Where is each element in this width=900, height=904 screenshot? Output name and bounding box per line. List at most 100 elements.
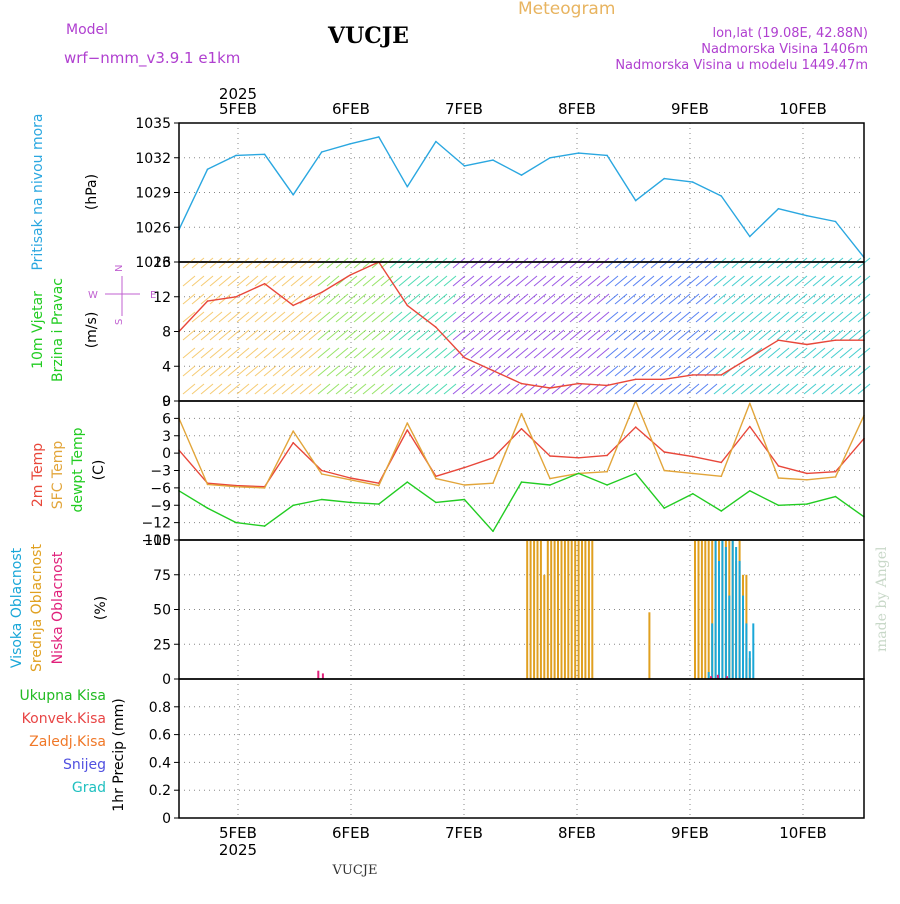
wind-barb <box>263 257 277 269</box>
wind-barb <box>191 275 205 287</box>
wind-barb <box>560 293 574 305</box>
wind-barb <box>596 365 610 377</box>
panel-frame <box>178 539 865 680</box>
series-point <box>834 339 837 342</box>
wind-barb <box>587 275 601 287</box>
cloud-bar <box>721 540 724 679</box>
series-point <box>834 495 837 498</box>
wind-barb <box>425 329 439 341</box>
panel-wind: 16 12 8 4 0 <box>153 255 871 410</box>
series-point <box>492 159 494 161</box>
wind-barb <box>479 329 493 341</box>
wind-barb <box>182 383 196 395</box>
wind-barb <box>227 383 241 395</box>
wind-barb <box>353 311 367 323</box>
wind-barb <box>587 329 601 341</box>
wind-barb <box>218 383 232 395</box>
wind-barb <box>380 383 394 395</box>
wind-barb <box>317 329 331 341</box>
cloud-bar <box>546 540 549 679</box>
top-day-label: 8FEB <box>558 100 596 118</box>
wind-barb <box>299 257 313 269</box>
series-point <box>520 174 523 176</box>
wind-barb <box>695 257 709 269</box>
wind-barb <box>218 311 232 323</box>
wind-barb <box>668 365 682 377</box>
wind-barb <box>785 347 799 359</box>
wind-barb <box>650 347 664 359</box>
panel-cloud: 100 75 50 25 0 <box>144 533 865 688</box>
wind-barb <box>821 293 835 305</box>
wind-barb <box>749 329 763 341</box>
wind-barb <box>389 347 403 359</box>
cloud-ylabel-high: Visoka Oblacnost <box>9 547 25 668</box>
wind-barb <box>416 383 430 395</box>
wind-barb <box>389 329 403 341</box>
wind-barb <box>686 311 700 323</box>
wind-barb <box>794 311 808 323</box>
wind-barb <box>398 257 412 269</box>
wind-barb <box>578 293 592 305</box>
wind-barbs <box>182 257 871 395</box>
wind-barb <box>722 311 736 323</box>
wind-barb <box>344 293 358 305</box>
wind-barb <box>317 275 331 287</box>
series-point <box>806 214 808 217</box>
wind-barb <box>398 275 412 287</box>
wind-barb <box>281 347 295 359</box>
wind-barb <box>506 257 520 269</box>
top-day-label: 7FEB <box>445 100 483 118</box>
wind-barb <box>191 257 205 269</box>
series-point <box>634 472 637 475</box>
wind-barb <box>308 275 322 287</box>
wind-barb <box>533 329 547 341</box>
wind-barb <box>200 329 214 341</box>
wind-barb <box>704 383 718 395</box>
wind-barb <box>263 311 277 323</box>
wind-barb <box>695 347 709 359</box>
wind-barb <box>299 311 313 323</box>
wind-barb <box>560 275 574 287</box>
series-point <box>549 157 551 159</box>
wind-barb <box>848 365 862 377</box>
wind-barb <box>452 293 466 305</box>
wind-barb <box>794 293 808 305</box>
wind-barb <box>452 329 466 341</box>
wind-barb <box>470 383 484 395</box>
y-tick-label: 1032 <box>135 151 171 167</box>
wind-barb <box>353 383 367 395</box>
wind-barb <box>803 383 817 395</box>
temp-unit: (C) <box>91 460 107 481</box>
series-point <box>349 477 352 479</box>
wind-barb <box>506 275 520 287</box>
wind-barb <box>632 293 646 305</box>
series-point <box>492 482 494 485</box>
wind-barb <box>686 257 700 269</box>
y-tick-label: 100 <box>144 533 171 549</box>
series-point <box>235 154 237 157</box>
wind-barb <box>668 311 682 323</box>
wind-barb <box>821 365 835 377</box>
cloud-bar <box>543 574 546 680</box>
wind-barb <box>182 257 196 269</box>
wind-barb <box>470 329 484 341</box>
wind-barb <box>722 347 736 359</box>
cloud-bar <box>574 540 577 679</box>
cloud-bar <box>550 540 553 679</box>
y-tick-label: 75 <box>153 568 171 584</box>
wind-barb <box>650 293 664 305</box>
wind-barb <box>632 275 646 287</box>
y-tick-label: 0.4 <box>149 755 171 771</box>
wind-barb <box>380 293 394 305</box>
wind-barb <box>461 365 475 377</box>
wind-barb <box>299 347 313 359</box>
wind-barb <box>830 257 844 269</box>
series-point <box>692 455 694 458</box>
series-point <box>292 194 295 196</box>
series-point <box>577 152 580 154</box>
wind-barb <box>749 275 763 287</box>
wind-direction-legend: N W E S <box>88 265 156 325</box>
wind-barb <box>542 275 556 287</box>
wind-barb <box>452 311 466 323</box>
wind-barb <box>506 365 520 377</box>
